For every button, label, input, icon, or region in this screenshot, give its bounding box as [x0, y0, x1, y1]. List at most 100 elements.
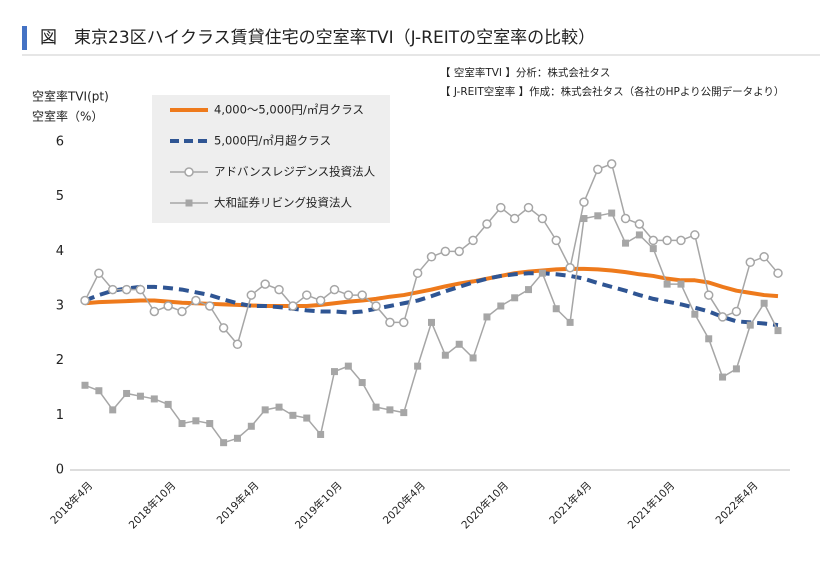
data-point: [371, 301, 381, 311]
data-point: [441, 351, 449, 359]
data-point: [634, 219, 645, 229]
data-point: [482, 219, 492, 229]
data-point: [220, 439, 228, 447]
data-point: [497, 302, 505, 310]
data-point: [454, 246, 464, 257]
data-point: [288, 301, 298, 311]
data-point: [357, 290, 367, 300]
data-point: [344, 362, 352, 370]
data-point: [759, 252, 769, 262]
data-point: [94, 268, 104, 278]
data-point: [163, 301, 173, 311]
data-point: [579, 197, 589, 207]
data-point: [608, 209, 616, 217]
data-point: [565, 262, 575, 273]
data-point: [260, 279, 270, 289]
data-point: [330, 368, 338, 376]
data-point: [440, 246, 451, 257]
data-point: [594, 212, 602, 220]
data-point: [732, 365, 740, 373]
data-point: [552, 305, 560, 313]
x-tick-label: 2019年4月: [214, 479, 262, 527]
data-point: [315, 295, 326, 306]
data-point: [107, 284, 118, 295]
y-tick-label: 3: [56, 299, 64, 314]
data-point: [274, 284, 284, 295]
data-point: [620, 213, 631, 224]
data-point: [206, 420, 214, 428]
y-tick-label: 4: [56, 244, 64, 259]
legend-marker: [184, 167, 194, 177]
data-point: [399, 317, 409, 328]
legend-label: 5,000円/㎡月超クラス: [214, 134, 331, 148]
data-point: [192, 417, 200, 425]
data-point: [566, 318, 574, 326]
data-point: [468, 235, 478, 246]
x-tick-label: 2022年4月: [713, 479, 761, 527]
series-line: [84, 212, 779, 444]
data-point: [580, 215, 588, 223]
data-point: [178, 420, 186, 428]
x-tick-label: 2021年10月: [625, 479, 677, 531]
data-point: [123, 389, 131, 397]
data-point: [705, 335, 713, 343]
data-point: [247, 422, 255, 430]
data-point: [622, 239, 630, 247]
data-point: [343, 290, 354, 300]
data-point: [703, 290, 714, 300]
data-point: [135, 284, 146, 295]
y-axis-label: 空室率（%）: [32, 109, 103, 124]
data-point: [760, 299, 768, 307]
data-point: [246, 290, 257, 300]
data-point: [289, 411, 297, 419]
chart-title: 図 東京23区ハイクラス賃貸住宅の空室率TVI（J-REITの空室率の比較）: [40, 28, 595, 48]
data-point: [746, 321, 754, 329]
data-point: [204, 301, 215, 311]
data-point: [662, 235, 672, 246]
data-point: [773, 268, 783, 278]
y-tick-label: 6: [56, 135, 64, 150]
y-tick-label: 5: [56, 189, 64, 204]
data-point: [109, 406, 117, 414]
data-point: [414, 362, 422, 370]
y-tick-label: 1: [56, 408, 64, 423]
data-point: [523, 202, 534, 213]
data-point: [649, 245, 657, 253]
legend-label: 4,000～5,000円/㎡月クラス: [214, 103, 364, 117]
legend-label: アドバンスレジデンス投資法人: [214, 165, 376, 179]
data-point: [303, 414, 311, 422]
data-point: [329, 284, 340, 295]
x-tick-label: 2018年4月: [48, 479, 96, 527]
y-tick-label: 2: [56, 353, 64, 368]
data-point: [537, 213, 548, 224]
data-point: [691, 310, 699, 318]
data-point: [593, 164, 603, 175]
data-point: [525, 286, 533, 294]
data-point: [676, 235, 686, 246]
data-point: [774, 327, 782, 335]
data-point: [648, 235, 659, 246]
series-line: [84, 266, 779, 308]
data-point: [164, 400, 172, 408]
data-point: [538, 269, 546, 277]
data-point: [509, 213, 520, 224]
legend-label: 大和証券リビング投資法人: [214, 196, 352, 210]
x-tick-label: 2018年10月: [126, 479, 178, 531]
data-point: [551, 235, 561, 246]
data-point: [232, 339, 243, 350]
data-point: [469, 354, 477, 362]
data-point: [81, 381, 89, 389]
data-point: [358, 379, 366, 387]
data-point: [400, 409, 408, 417]
data-point: [606, 159, 617, 169]
data-point: [386, 406, 394, 414]
note: 【 J-REIT空室率 】作成：株式会社タス（各社のHPより公開データより）: [440, 85, 784, 98]
title-accent: [22, 26, 27, 50]
y-tick-label: 0: [56, 463, 64, 478]
y-axis-label: 空室率TVI(pt): [32, 89, 109, 104]
data-point: [80, 295, 90, 306]
data-point: [150, 395, 158, 403]
data-point: [731, 306, 742, 317]
data-point: [191, 295, 201, 306]
